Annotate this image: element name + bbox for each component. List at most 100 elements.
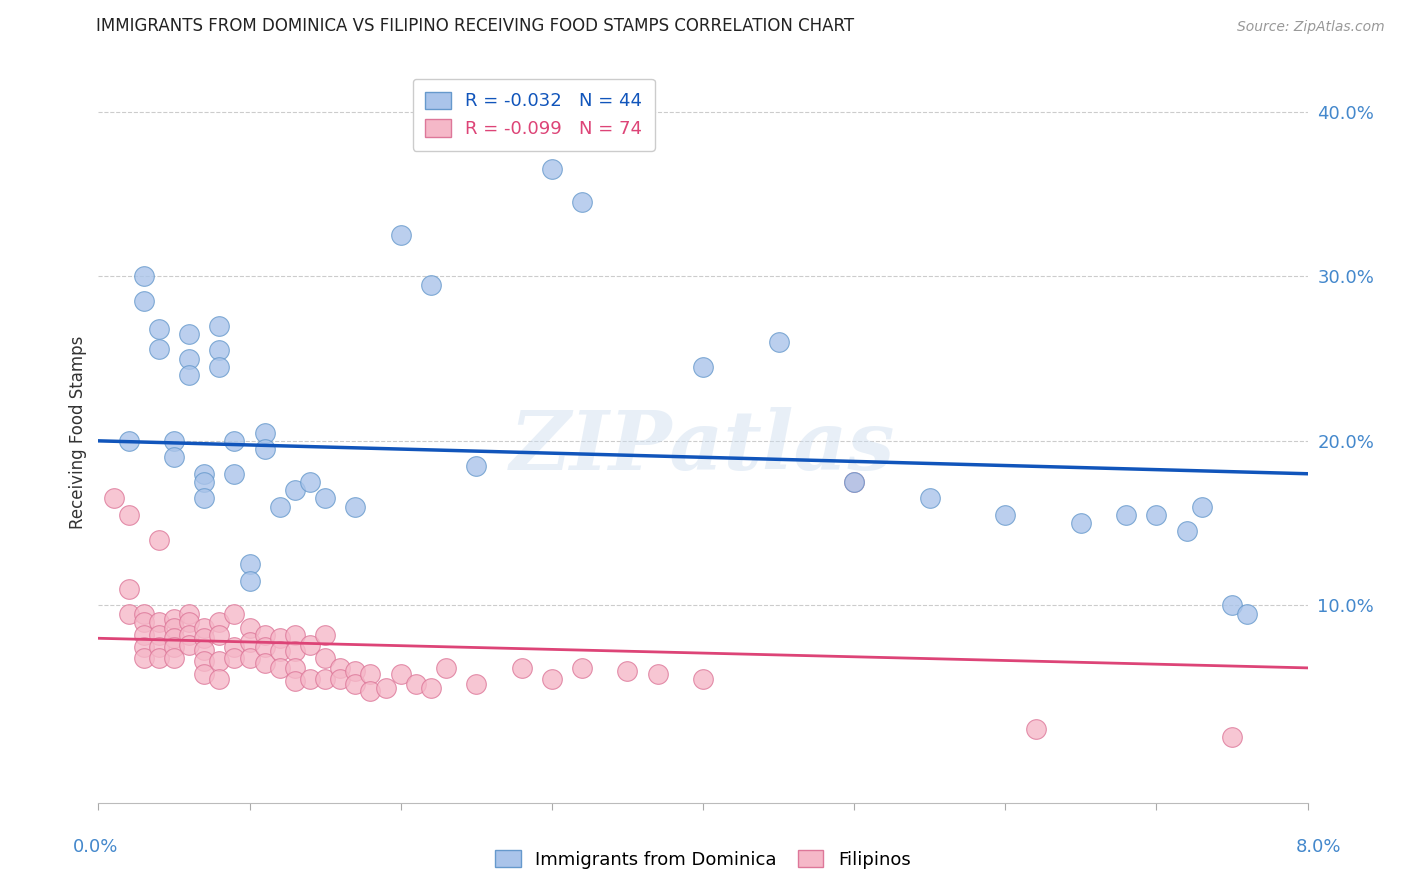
Point	[179, 368, 201, 382]
Point	[269, 661, 291, 675]
Point	[208, 628, 231, 642]
Point	[284, 628, 307, 642]
Point	[118, 434, 141, 448]
Point	[132, 269, 155, 284]
Point	[163, 450, 186, 465]
Point	[193, 667, 215, 681]
Legend: R = -0.032   N = 44, R = -0.099   N = 74: R = -0.032 N = 44, R = -0.099 N = 74	[413, 78, 655, 151]
Point	[148, 322, 170, 336]
Point	[1236, 607, 1258, 621]
Point	[193, 621, 215, 635]
Point	[239, 621, 262, 635]
Point	[269, 644, 291, 658]
Text: ZIPatlas: ZIPatlas	[510, 408, 896, 487]
Point	[389, 667, 412, 681]
Point	[148, 628, 170, 642]
Point	[132, 293, 155, 308]
Point	[314, 628, 336, 642]
Point	[163, 621, 186, 635]
Point	[360, 667, 382, 681]
Point	[193, 654, 215, 668]
Point	[1070, 516, 1092, 530]
Point	[329, 673, 352, 687]
Point	[1220, 599, 1243, 613]
Point	[103, 491, 125, 506]
Point	[420, 277, 443, 292]
Point	[1146, 508, 1168, 522]
Point	[163, 632, 186, 646]
Point	[692, 673, 714, 687]
Point	[465, 677, 488, 691]
Point	[253, 640, 276, 654]
Point	[179, 628, 201, 642]
Point	[208, 673, 231, 687]
Point	[269, 500, 291, 514]
Point	[179, 615, 201, 629]
Point	[148, 533, 170, 547]
Point	[405, 677, 427, 691]
Point	[193, 475, 215, 489]
Point	[768, 335, 790, 350]
Point	[314, 491, 336, 506]
Point	[269, 632, 291, 646]
Point	[148, 342, 170, 356]
Point	[118, 582, 141, 596]
Point	[224, 467, 246, 481]
Point	[344, 664, 367, 678]
Point	[314, 673, 336, 687]
Point	[374, 681, 396, 695]
Point	[193, 642, 215, 657]
Point	[239, 574, 262, 588]
Point	[224, 651, 246, 665]
Point	[1191, 500, 1213, 514]
Point	[132, 607, 155, 621]
Point	[163, 640, 186, 654]
Point	[284, 644, 307, 658]
Point	[163, 651, 186, 665]
Point	[284, 674, 307, 689]
Point	[224, 434, 246, 448]
Point	[344, 500, 367, 514]
Point	[299, 475, 322, 489]
Point	[844, 475, 866, 489]
Point	[163, 611, 186, 625]
Y-axis label: Receiving Food Stamps: Receiving Food Stamps	[69, 336, 87, 529]
Point	[239, 634, 262, 648]
Point	[208, 343, 231, 358]
Point	[253, 442, 276, 456]
Point	[179, 351, 201, 366]
Point	[208, 654, 231, 668]
Point	[329, 661, 352, 675]
Point	[692, 359, 714, 374]
Point	[284, 661, 307, 675]
Point	[344, 677, 367, 691]
Point	[420, 681, 443, 695]
Text: Source: ZipAtlas.com: Source: ZipAtlas.com	[1237, 21, 1385, 34]
Point	[465, 458, 488, 473]
Point	[179, 607, 201, 621]
Text: 0.0%: 0.0%	[73, 838, 118, 855]
Point	[239, 558, 262, 572]
Point	[132, 651, 155, 665]
Point	[360, 684, 382, 698]
Point	[616, 664, 638, 678]
Point	[148, 615, 170, 629]
Point	[253, 656, 276, 670]
Point	[994, 508, 1017, 522]
Legend: Immigrants from Dominica, Filipinos: Immigrants from Dominica, Filipinos	[488, 843, 918, 876]
Text: IMMIGRANTS FROM DOMINICA VS FILIPINO RECEIVING FOOD STAMPS CORRELATION CHART: IMMIGRANTS FROM DOMINICA VS FILIPINO REC…	[96, 17, 853, 35]
Point	[434, 661, 457, 675]
Point	[1220, 730, 1243, 744]
Point	[299, 638, 322, 652]
Point	[193, 632, 215, 646]
Point	[253, 425, 276, 440]
Point	[208, 318, 231, 333]
Point	[284, 483, 307, 498]
Point	[148, 651, 170, 665]
Point	[571, 195, 593, 210]
Point	[148, 640, 170, 654]
Point	[118, 607, 141, 621]
Point	[163, 434, 186, 448]
Point	[1175, 524, 1198, 539]
Point	[389, 228, 412, 243]
